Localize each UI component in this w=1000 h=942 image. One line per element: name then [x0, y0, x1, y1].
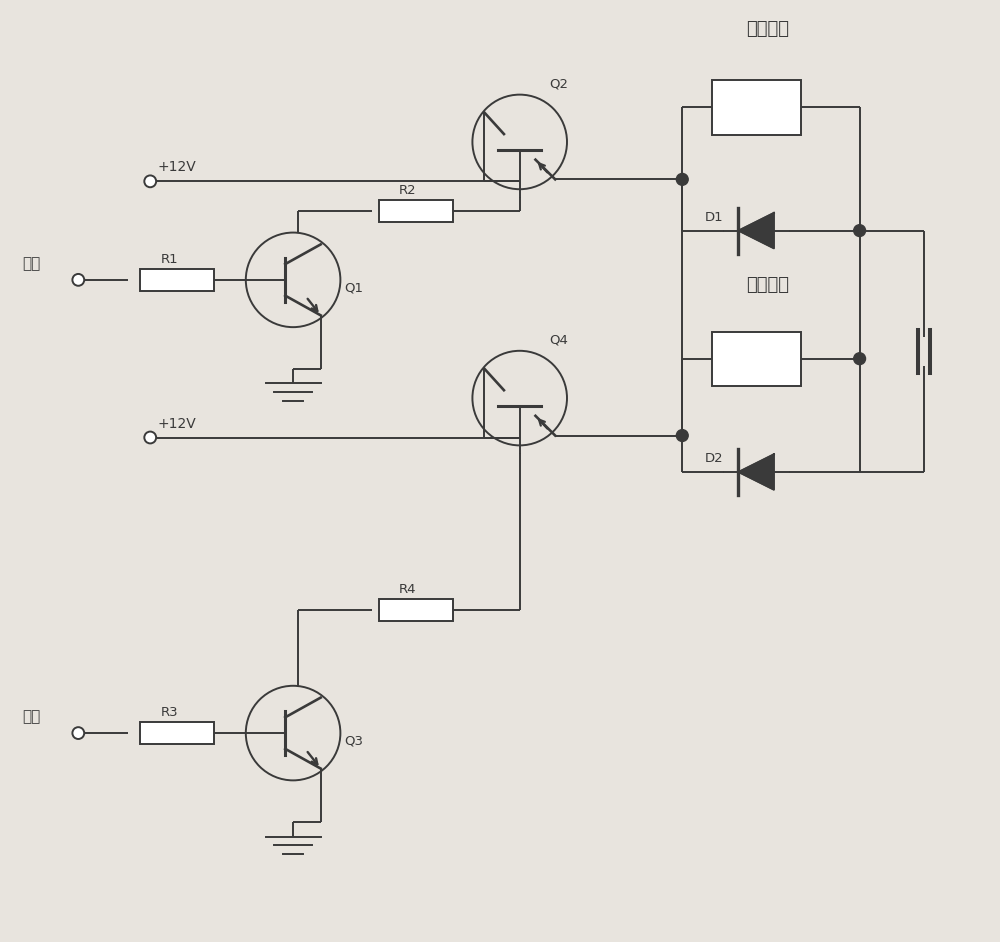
Text: Q3: Q3	[344, 735, 363, 748]
Circle shape	[72, 727, 84, 739]
Bar	[140, 269, 214, 291]
Circle shape	[854, 352, 866, 365]
Circle shape	[676, 430, 688, 442]
Text: R4: R4	[399, 583, 416, 596]
Circle shape	[144, 431, 156, 444]
Text: R3: R3	[161, 706, 179, 720]
Bar	[140, 723, 214, 744]
Circle shape	[144, 175, 156, 187]
Bar	[379, 599, 453, 621]
Text: D1: D1	[705, 211, 724, 224]
Text: R1: R1	[161, 253, 179, 266]
Bar	[712, 332, 801, 386]
Text: 分闸线圈: 分闸线圈	[746, 276, 789, 294]
Polygon shape	[738, 213, 774, 249]
Text: Q2: Q2	[549, 78, 568, 90]
Text: 合闸线圈: 合闸线圈	[746, 20, 789, 38]
Text: D2: D2	[705, 452, 724, 465]
Circle shape	[72, 274, 84, 285]
Bar	[712, 80, 801, 135]
Text: +12V: +12V	[157, 416, 196, 430]
Text: 合闸: 合闸	[22, 256, 40, 271]
Circle shape	[854, 225, 866, 236]
Bar	[379, 200, 453, 221]
Text: 分闸: 分闸	[22, 709, 40, 724]
Text: Q1: Q1	[344, 282, 363, 295]
Text: +12V: +12V	[157, 160, 196, 174]
Text: Q4: Q4	[549, 333, 568, 347]
Circle shape	[676, 173, 688, 186]
Polygon shape	[738, 454, 774, 490]
Text: R2: R2	[399, 184, 416, 197]
